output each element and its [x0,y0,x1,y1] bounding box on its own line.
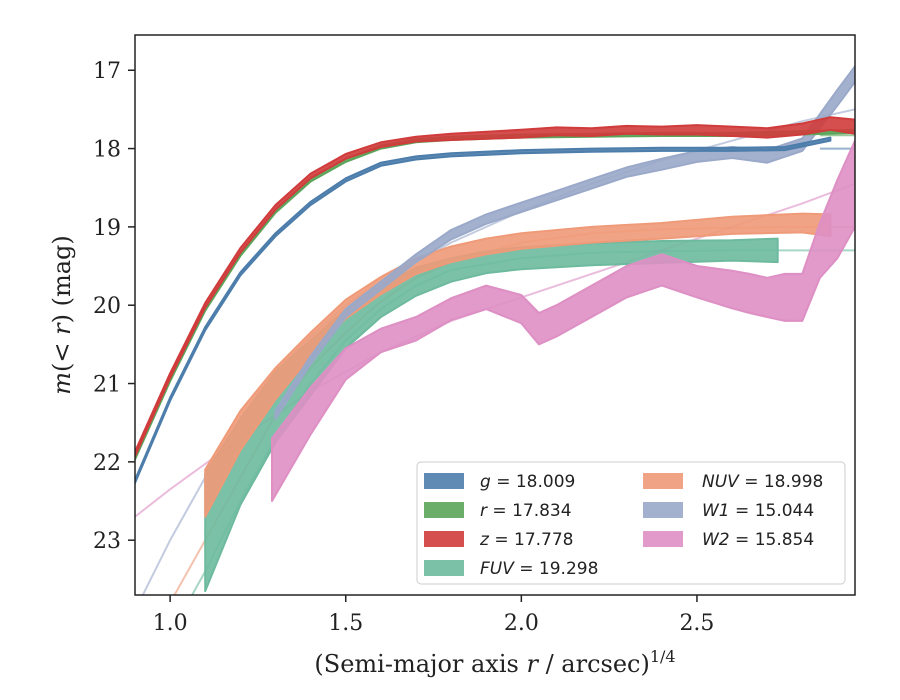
legend-eq-w1: = [730,501,755,521]
legend-label-g: g = 18.009 [480,472,575,492]
legend-band-nuv: NUV [702,472,740,492]
plot-frame [134,34,856,596]
legend-value-g: 18.009 [516,472,575,492]
x-axis-label: (Semi-major axis r / arcsec)1/4 [314,647,675,678]
y-tick-label: 17 [93,59,121,84]
legend-swatch-z [424,531,464,547]
legend: g = 18.009 r = 17.834 z = 17.778 FUV = 1… [416,461,846,585]
legend-label-z: z = 17.778 [479,530,573,550]
legend-swatch-r [424,502,464,518]
legend-band-w2: W2 [702,530,730,550]
legend-swatch-nuv [643,473,683,489]
band-z [135,116,855,458]
legend-value-w1: 15.044 [755,501,814,521]
y-axis-label-post: ) (mag) [48,235,76,323]
legend-band-z: z [479,530,490,550]
legend-band-r: r [480,501,488,521]
legend-band-w1: W1 [702,501,730,521]
y-tick-label: 18 [93,138,121,163]
legend-eq-nuv: = [739,472,764,492]
legend-swatch-fuv [424,560,464,576]
legend-swatch-w1 [643,502,683,518]
legend-value-r: 17.834 [512,501,571,521]
y-tick-label: 19 [93,216,121,241]
legend-label-fuv: FUV = 19.298 [480,559,598,579]
data-bands [135,65,855,593]
legend-label-w2: W2 = 15.854 [702,530,814,550]
y-axis-label-var2: r [48,322,76,335]
legend-swatch-g [424,473,464,489]
legend-label-nuv: NUV = 18.998 [702,472,823,492]
x-tick-label: 2.5 [679,611,714,636]
band-w1 [274,65,855,420]
legend-band-fuv: FUV [480,559,515,579]
y-tick-label: 22 [93,451,121,476]
y-axis-label-mid: (< [48,335,76,372]
x-tick-label: 1.0 [153,611,188,636]
legend-value-fuv: 19.298 [539,559,598,579]
y-axis-label-var: m [48,372,76,395]
y-axis-ticks: 17 18 19 20 21 22 23 [93,59,135,554]
legend-eq-z: = [489,530,514,550]
y-tick-label: 21 [93,373,121,398]
x-axis-label-pre: (Semi-major axis [314,650,526,678]
x-tick-label: 1.5 [328,611,363,636]
legend-eq-r: = [487,501,512,521]
legend-eq-w2: = [730,530,755,550]
legend-value-w2: 15.854 [755,530,814,550]
y-tick-label: 23 [93,529,121,554]
legend-swatch-w2 [643,531,683,547]
y-axis-label: m(< r) (mag) [48,235,76,395]
legend-label-w1: W1 = 15.044 [702,501,814,521]
band-w2 [271,139,855,502]
x-tick-label: 2.0 [504,611,539,636]
legend-band-g: g [480,472,491,492]
y-tick-label: 20 [93,294,121,319]
legend-eq-fuv: = [514,559,539,579]
x-axis-label-post: / arcsec) [538,650,650,678]
x-axis-label-var: r [526,650,539,678]
legend-eq-g: = [491,472,516,492]
legend-value-nuv: 18.998 [764,472,823,492]
band-g [135,136,832,484]
legend-label-r: r = 17.834 [480,501,572,521]
legend-box [416,461,846,585]
legend-value-z: 17.778 [514,530,573,550]
x-axis-label-exponent: 1/4 [650,647,676,666]
x-axis-ticks: 1.0 1.5 2.0 2.5 [153,595,714,636]
